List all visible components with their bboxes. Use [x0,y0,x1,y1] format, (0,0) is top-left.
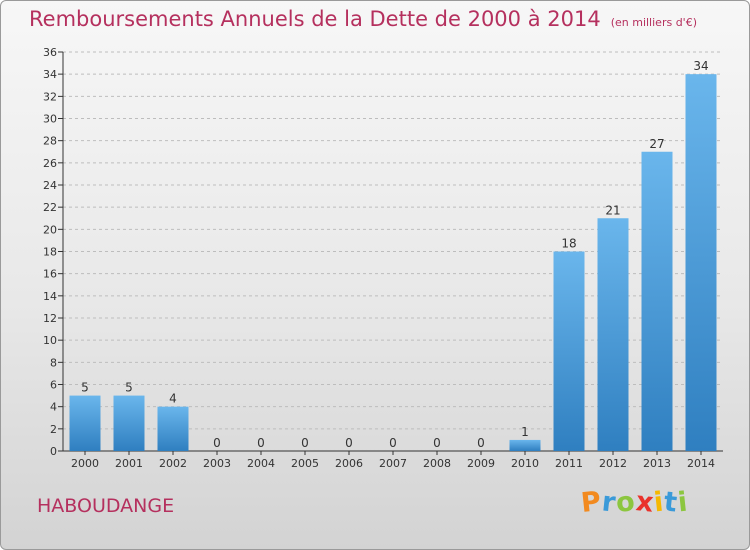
bar [509,439,541,451]
y-tick-label: 12 [43,312,57,325]
bar [641,151,673,451]
title-text: Remboursements Annuels de la Dette de 20… [29,7,601,31]
y-tick-label: 8 [50,356,57,369]
x-tick-label: 2013 [643,457,671,470]
commune-name: HABOUDANGE [37,495,175,517]
bar-value-label: 0 [213,436,221,450]
bar-value-label: 5 [81,381,89,395]
x-tick-label: 2012 [599,457,627,470]
y-tick-label: 14 [43,290,57,303]
y-tick-label: 6 [50,379,57,392]
bar-value-label: 0 [257,436,265,450]
logo-letter: i [676,486,691,519]
bar [113,395,145,451]
y-tick-label: 32 [43,90,57,103]
labels: 0246810121416182022242628303234362000520… [43,46,715,470]
y-tick-label: 20 [43,223,57,236]
bar-value-label: 4 [169,392,177,406]
x-tick-label: 2004 [247,457,275,470]
bar [597,218,629,451]
y-tick-label: 22 [43,201,57,214]
bar [685,74,717,452]
bar-value-label: 0 [477,436,485,450]
y-tick-label: 4 [50,401,57,414]
x-tick-label: 2008 [423,457,451,470]
y-tick-label: 36 [43,46,57,59]
y-tick-label: 2 [50,423,57,436]
y-tick-label: 34 [43,68,57,81]
y-tick-label: 18 [43,246,57,259]
bar-value-label: 18 [561,237,576,251]
bar-value-label: 27 [649,137,664,151]
chart-title: Remboursements Annuels de la Dette de 20… [29,7,697,31]
y-tick-label: 30 [43,113,57,126]
x-tick-label: 2014 [687,457,715,470]
unit-text: (en milliers d'€) [610,16,697,29]
bar-value-label: 34 [693,59,708,73]
y-tick-label: 10 [43,334,57,347]
x-tick-label: 2006 [335,457,363,470]
x-tick-label: 2009 [467,457,495,470]
bar-value-label: 5 [125,381,133,395]
bar [553,251,585,451]
y-tick-label: 16 [43,268,57,281]
x-tick-label: 2001 [115,457,143,470]
x-tick-label: 2005 [291,457,319,470]
bar-value-label: 0 [301,436,309,450]
y-tick-label: 24 [43,179,57,192]
bar [157,406,189,451]
bar-value-label: 21 [605,203,620,217]
bars [69,74,717,452]
x-tick-label: 2002 [159,457,187,470]
y-tick-label: 0 [50,445,57,458]
x-tick-label: 2003 [203,457,231,470]
bar [69,395,101,451]
x-tick-label: 2007 [379,457,407,470]
x-tick-label: 2010 [511,457,539,470]
y-tick-label: 26 [43,157,57,170]
x-tick-label: 2011 [555,457,583,470]
bar-value-label: 0 [345,436,353,450]
bar-value-label: 1 [521,425,529,439]
y-tick-label: 28 [43,135,57,148]
bar-value-label: 0 [433,436,441,450]
proxiti-logo: Proxiti [579,486,691,519]
bar-value-label: 0 [389,436,397,450]
x-tick-label: 2000 [71,457,99,470]
